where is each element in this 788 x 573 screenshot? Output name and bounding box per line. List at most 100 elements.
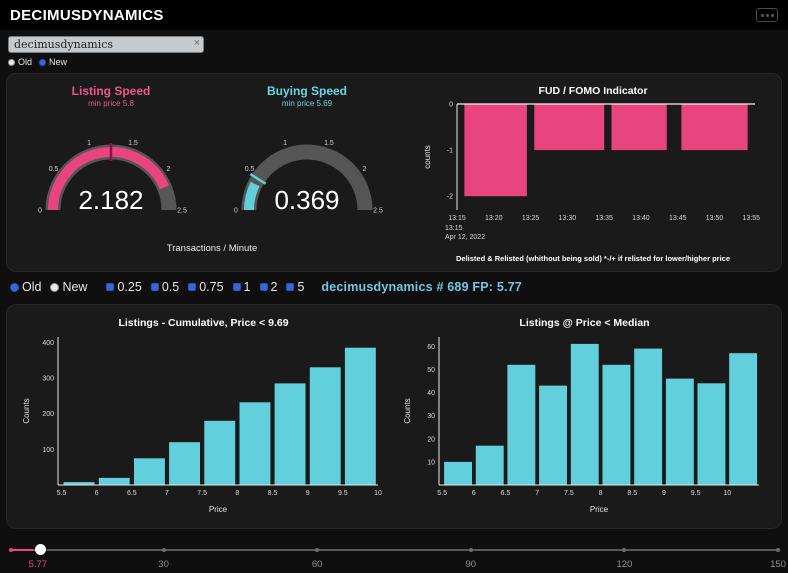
checkbox-0.5[interactable]: 0.5 — [150, 280, 179, 294]
svg-text:8.5: 8.5 — [627, 490, 637, 497]
svg-text:60: 60 — [427, 344, 435, 351]
check-mark-icon[interactable] — [188, 283, 197, 291]
svg-text:1.5: 1.5 — [128, 140, 138, 147]
gauge-title: Buying Speed — [266, 84, 347, 98]
svg-text:0.369: 0.369 — [274, 185, 339, 215]
fud-fomo-chart: FUD / FOMO Indicator 0 -1 -2 13:15 13:20 13:2… — [411, 82, 775, 263]
slider-track[interactable] — [10, 549, 778, 551]
listing-speed-gauge: Listing Speed min price 5.8 0 0.5 1 1.5 2 2.5… — [13, 82, 209, 241]
svg-text:5.5: 5.5 — [56, 490, 66, 497]
svg-text:9.5: 9.5 — [690, 490, 700, 497]
slider-mark-label: 150 — [770, 559, 786, 570]
svg-text:8: 8 — [235, 490, 239, 497]
svg-text:Counts: Counts — [403, 398, 412, 423]
radio-mark-icon[interactable] — [8, 58, 15, 66]
svg-text:13:55: 13:55 — [743, 215, 761, 222]
radio-new[interactable]: New — [39, 57, 67, 67]
svg-text:6.5: 6.5 — [500, 490, 510, 497]
slider-mark-label: 90 — [465, 559, 477, 570]
svg-text:-1: -1 — [447, 148, 453, 155]
radio-mark-icon[interactable] — [50, 282, 60, 292]
svg-text:0: 0 — [449, 102, 453, 109]
price-slider[interactable]: 5.77 30 60 90 120 150 — [9, 543, 786, 573]
slider-mark-dot[interactable] — [161, 548, 166, 552]
check-mark-icon[interactable] — [259, 283, 268, 291]
radio-old[interactable]: Old — [8, 57, 32, 67]
svg-text:13:15: 13:15 — [448, 215, 466, 222]
choice-label: 0.75 — [199, 280, 224, 294]
choice-label: 5 — [297, 280, 305, 294]
svg-text:Apr 12, 2022: Apr 12, 2022 — [445, 234, 485, 241]
slider-start-dot — [9, 548, 13, 552]
svg-text:13:50: 13:50 — [706, 215, 724, 222]
radio-mark-icon[interactable] — [39, 58, 47, 66]
gauges-section: Listing Speed min price 5.8 0 0.5 1 1.5 2 2.5… — [13, 82, 411, 263]
svg-text:50: 50 — [427, 367, 435, 374]
search-row: × — [0, 30, 788, 55]
search-input[interactable] — [8, 36, 204, 53]
svg-text:5.5: 5.5 — [437, 490, 447, 497]
svg-text:10: 10 — [374, 490, 382, 497]
svg-text:13:40: 13:40 — [632, 215, 650, 222]
svg-text:1.5: 1.5 — [324, 140, 334, 147]
svg-text:13:15: 13:15 — [445, 225, 463, 232]
svg-text:-2: -2 — [447, 194, 453, 201]
median-listings-chart: Listings @ Price < Median 10 20 30 40 50 60 5.… — [394, 313, 775, 520]
slider-mark-label: 120 — [616, 559, 633, 570]
slider-handle[interactable] — [34, 544, 46, 555]
svg-text:1: 1 — [87, 140, 91, 147]
cumulative-listings-canvas[interactable]: 100 200 300 400 5.5 6 6.5 7 7.5 8 8.5 9 9.5 10 Price Co… — [20, 331, 388, 515]
check-mark-icon[interactable] — [106, 283, 115, 291]
checkbox-0.75[interactable]: 0.75 — [188, 280, 224, 294]
clear-search-icon[interactable]: × — [193, 37, 200, 49]
chart-title: Listings @ Price < Median — [519, 317, 650, 329]
radio-mark-icon[interactable] — [10, 282, 19, 292]
svg-text:100: 100 — [42, 447, 54, 454]
fud-caption: Delisted & Relisted (whithout being sold… — [456, 254, 730, 263]
svg-text:40: 40 — [427, 390, 435, 397]
svg-text:13:30: 13:30 — [559, 215, 577, 222]
choice-label: 2 — [270, 280, 278, 294]
median-listings-canvas[interactable]: 10 20 30 40 50 60 5.5 6 6.5 7 7.5 8 8.5 9 9.5 10 Price Co… — [401, 331, 769, 515]
svg-text:13:35: 13:35 — [595, 215, 613, 222]
svg-text:2: 2 — [166, 166, 170, 173]
check-mark-icon[interactable] — [232, 283, 241, 291]
slider-mark-label: 30 — [158, 559, 169, 570]
checkbox-1[interactable]: 1 — [232, 280, 251, 294]
svg-text:13:25: 13:25 — [522, 215, 540, 222]
fud-fomo-chart-canvas[interactable]: 0 -1 -2 13:15 13:20 13:25 13:30 13:35 13:40 13:45… — [421, 98, 765, 248]
svg-text:7.5: 7.5 — [197, 490, 207, 497]
svg-text:13:45: 13:45 — [669, 215, 687, 222]
price-step-checkboxes: 0.25 0.5 0.75 1 2 5 — [106, 280, 313, 294]
check-mark-icon[interactable] — [286, 283, 295, 291]
svg-text:13:20: 13:20 — [485, 215, 503, 222]
check-mark-icon[interactable] — [150, 283, 159, 291]
radio-new[interactable]: New — [50, 280, 87, 294]
choice-label: Old — [18, 57, 33, 67]
slider-mark-dot[interactable] — [315, 548, 320, 552]
gauge-subtitle: min price 5.8 — [88, 99, 134, 108]
slider-mark-dot[interactable] — [622, 548, 627, 552]
buying-speed-gauge-canvas[interactable]: 0 0.5 1 1.5 2 2.5 0.369 — [209, 108, 405, 226]
checkbox-5[interactable]: 5 — [286, 280, 304, 294]
page-title: DECIMUSDYNAMICS — [10, 6, 164, 24]
slider-mark-dot[interactable] — [776, 548, 780, 552]
svg-text:7.5: 7.5 — [564, 490, 574, 497]
radio-old[interactable]: Old — [10, 280, 41, 294]
svg-text:8: 8 — [598, 490, 602, 497]
listing-speed-gauge-canvas[interactable]: 0 0.5 1 1.5 2 2.5 2.182 — [13, 108, 209, 226]
gauge-axis-title: Transactions / Minute — [166, 242, 258, 254]
svg-text:6: 6 — [471, 490, 475, 497]
slider-value-label: 5.77 — [28, 559, 48, 570]
slider-mark-dot[interactable] — [468, 548, 473, 552]
choice-label: Old — [22, 280, 42, 294]
svg-text:400: 400 — [42, 340, 54, 347]
checkbox-0.25[interactable]: 0.25 — [106, 280, 142, 294]
age-radio-group-large: Old New — [10, 280, 96, 294]
devtools-icon[interactable] — [756, 8, 778, 22]
svg-text:1: 1 — [283, 140, 287, 147]
filter-controls-row: Old New 0.25 0.5 0.75 1 2 5 decimusdynamics # … — [0, 276, 788, 298]
svg-text:2.5: 2.5 — [373, 208, 383, 215]
header: DECIMUSDYNAMICS — [0, 0, 788, 30]
checkbox-2[interactable]: 2 — [259, 280, 278, 294]
